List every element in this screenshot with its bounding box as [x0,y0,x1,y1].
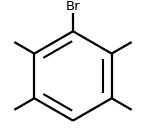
Text: Br: Br [66,0,80,13]
